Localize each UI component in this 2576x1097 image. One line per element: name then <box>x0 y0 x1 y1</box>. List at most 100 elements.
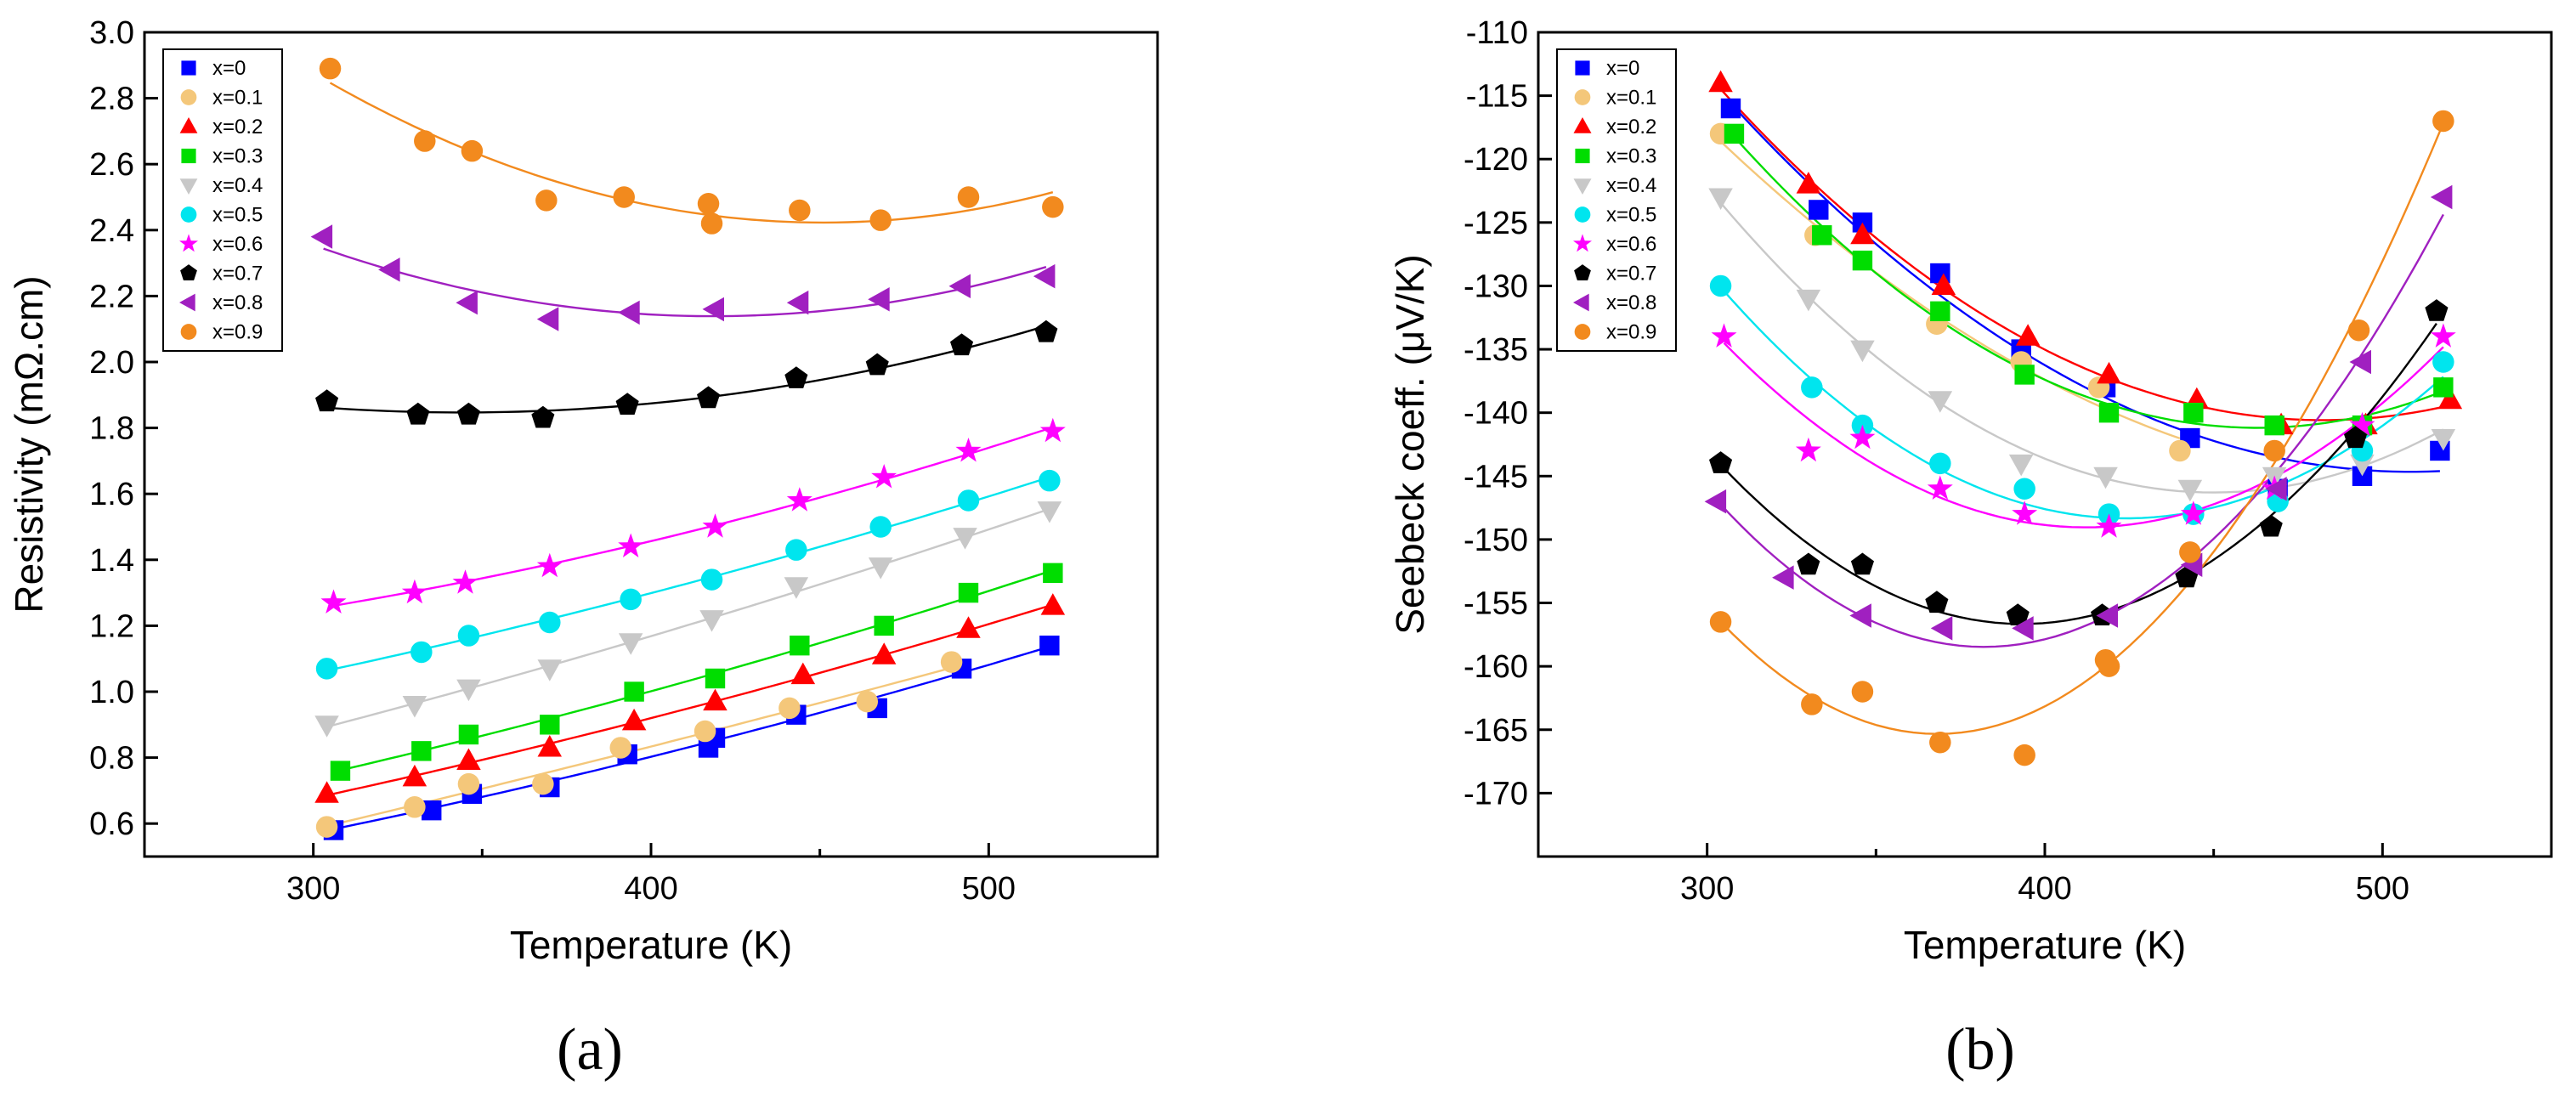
legend-marker-x-0.1 <box>1574 89 1591 105</box>
data-point-x-0.6 <box>320 589 347 614</box>
legend-entry-label: x=0.8 <box>212 291 263 314</box>
data-point-x-0.8 <box>2430 184 2453 210</box>
data-point-x-0.4 <box>868 557 893 580</box>
legend-entry-label: x=0.5 <box>212 204 263 227</box>
data-point-x-0 <box>1039 635 1060 656</box>
data-point-x-0.6 <box>955 438 982 462</box>
data-point-x-0.4 <box>699 610 724 632</box>
data-point-x-0.8 <box>948 274 971 298</box>
data-point-x-0.3 <box>1852 250 1873 271</box>
data-point-x-0.2 <box>703 688 728 711</box>
y-tick-label: -125 <box>1464 206 1528 241</box>
x-tick-label: 500 <box>962 871 1016 907</box>
y-axis-title: Resistivity (mΩ.cm) <box>7 275 51 613</box>
data-point-x-0.1 <box>404 796 426 818</box>
data-point-x-0.5 <box>539 611 561 634</box>
data-point-x-0.8 <box>378 257 400 282</box>
data-point-x-0.8 <box>2349 349 2371 375</box>
y-tick-label: 3.0 <box>89 15 134 51</box>
data-point-x-0.2 <box>2437 387 2463 410</box>
y-tick-label: -160 <box>1464 649 1528 685</box>
y-tick-label: -110 <box>1466 15 1528 51</box>
legend-marker-x-0.2 <box>1573 117 1592 133</box>
legend-marker-x-0.7 <box>180 264 197 280</box>
data-point-x-0.7 <box>1797 552 1820 575</box>
data-point-x-0.3 <box>1043 563 1063 584</box>
fit-line-x-0.7 <box>1719 323 2437 625</box>
legend-entry-label: x=0.4 <box>212 174 263 197</box>
legend-entry-label: x=0.3 <box>212 145 263 168</box>
data-point-x-0 <box>422 800 442 821</box>
data-point-x-0.5 <box>957 489 980 512</box>
legend-marker-x-0.9 <box>1574 324 1591 340</box>
legend-entry-label: x=0.2 <box>212 116 263 139</box>
fit-line-x-0.5 <box>326 476 1050 672</box>
data-point-x-0.5 <box>315 658 338 680</box>
y-tick-label: 2.6 <box>89 147 134 183</box>
fit-line-x-0.4 <box>1719 201 2444 494</box>
data-point-x-0.5 <box>869 516 892 538</box>
data-point-x-0.7 <box>865 353 889 376</box>
data-point-x-0.1 <box>609 737 631 759</box>
x-axis-title: Temperature (K) <box>510 923 792 967</box>
data-point-x-0.5 <box>620 588 642 611</box>
legend-marker-x-0 <box>1575 60 1590 76</box>
fit-line-x-0.7 <box>326 325 1047 414</box>
data-point-x-0 <box>1720 98 1741 119</box>
data-point-x-0.5 <box>1709 274 1732 297</box>
y-tick-label: -145 <box>1464 459 1528 495</box>
y-tick-label: 1.4 <box>89 543 134 579</box>
legend-marker-x-0.4 <box>179 178 198 195</box>
data-point-x-0.9 <box>2263 439 2285 462</box>
y-tick-label: -120 <box>1464 142 1528 178</box>
data-point-x-0.6 <box>702 513 728 538</box>
data-point-x-0.9 <box>414 130 436 152</box>
data-point-x-0.6 <box>1849 424 1876 450</box>
x-tick-label: 500 <box>2356 871 2409 907</box>
data-point-x-0.8 <box>2265 477 2287 501</box>
legend-entry-label: x=0.9 <box>212 321 263 344</box>
data-point-x-0.9 <box>1042 195 1064 218</box>
data-point-x-0.4 <box>784 577 809 599</box>
data-point-x-0.8 <box>310 224 333 249</box>
data-point-x-0.2 <box>402 764 427 787</box>
chart-panel-a: 300 400 500 0.6 0.8 1.0 1.2 1.4 1.6 1.8 2.0 2.2 2.4 2… <box>7 15 1159 1083</box>
legend-marker-x-0.3 <box>181 148 196 164</box>
data-point-x-0.2 <box>456 748 481 770</box>
data-point-x-0.9 <box>1929 731 1951 754</box>
data-point-x-0.8 <box>1704 489 1727 514</box>
data-point-x-0.5 <box>457 625 480 647</box>
data-point-x-0.4 <box>2008 454 2034 477</box>
data-point-x-0.2 <box>1850 222 1875 245</box>
data-point-x-0.6 <box>786 487 812 512</box>
data-point-x-0.9 <box>2347 319 2370 342</box>
data-point-x-0.8 <box>536 307 559 331</box>
fit-line-x-0 <box>1730 102 2440 473</box>
x-axis-title: Temperature (K) <box>1904 923 2186 967</box>
data-point-x-0.3 <box>330 761 351 781</box>
legend-entry-label: x=0.1 <box>1606 87 1656 110</box>
y-axis-title: Seebeck coeff. (μV/K) <box>1388 254 1432 635</box>
y-tick-label: 2.2 <box>89 279 134 314</box>
data-point-x-0.1 <box>2169 439 2191 462</box>
legend-entry-label: x=0.7 <box>1606 263 1656 286</box>
data-point-x-0.7 <box>950 333 974 356</box>
data-point-x-0.8 <box>1930 616 1953 641</box>
data-point-x-0.8 <box>1772 565 1794 590</box>
legend-marker-x-0.5 <box>1574 206 1591 223</box>
data-point-x-0.9 <box>2432 110 2454 133</box>
data-point-x-0.8 <box>1033 263 1056 289</box>
legend-entry-label: x=0.6 <box>212 233 263 256</box>
data-point-x-0.6 <box>1711 323 1737 348</box>
data-point-x-0.6 <box>2430 323 2456 348</box>
data-point-x-0.9 <box>1709 611 1732 633</box>
data-point-x-0.4 <box>1796 289 1821 312</box>
legend-marker-x-0.8 <box>1573 293 1589 312</box>
data-point-x-0 <box>1809 200 1829 220</box>
legend-entry-label: x=0.4 <box>1606 174 1656 197</box>
y-tick-label: 2.0 <box>89 345 134 381</box>
data-point-x-0.7 <box>406 402 430 425</box>
data-point-x-0.5 <box>1929 452 1951 475</box>
data-point-x-0.7 <box>1850 552 1874 575</box>
